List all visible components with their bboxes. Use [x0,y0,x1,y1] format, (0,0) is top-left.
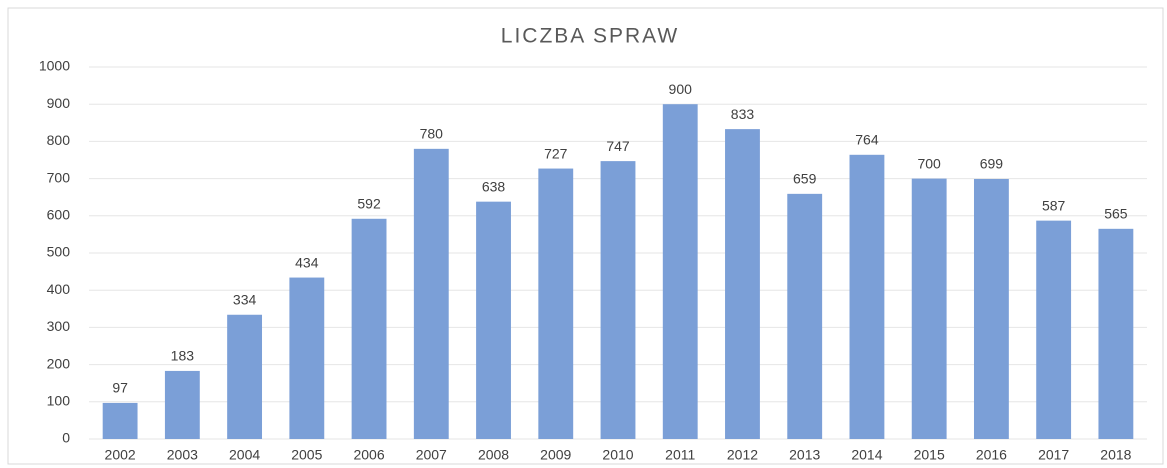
x-tick-label: 2011 [665,447,695,463]
data-label: 780 [420,126,444,142]
data-label: 747 [606,138,630,154]
bar [227,314,263,439]
bar [662,104,698,439]
y-tick-label: 100 [47,393,71,409]
bar [102,402,138,439]
y-tick-label: 500 [47,244,71,260]
data-label: 699 [980,156,1004,172]
bar [973,178,1009,440]
x-tick-label: 2006 [353,447,384,463]
bar [164,370,200,439]
x-tick-label: 2002 [105,447,136,463]
x-tick-label: 2007 [416,447,447,463]
x-tick-label: 2009 [540,447,571,463]
bar [1036,220,1072,439]
data-label: 565 [1104,206,1128,222]
chart-border [7,7,1164,465]
x-tick-label: 2008 [478,447,509,463]
x-tick-label: 2010 [602,447,633,463]
bar [725,129,760,439]
y-tick-label: 400 [47,281,71,297]
bar [538,168,574,439]
bar [351,218,387,439]
x-tick-label: 2004 [229,447,260,463]
x-tick-label: 2005 [291,447,322,463]
bar [600,161,636,439]
y-tick-label: 700 [47,169,71,185]
bar [787,193,823,439]
data-label: 764 [855,131,879,147]
data-label: 659 [793,171,817,187]
data-label: 833 [731,106,755,122]
x-tick-label: 2016 [976,447,1007,463]
y-tick-label: 800 [47,132,71,148]
x-tick-label: 2018 [1100,447,1131,463]
bar [849,154,885,440]
x-tick-label: 2015 [914,447,945,463]
y-tick-label: 1000 [39,58,70,74]
data-label: 700 [917,155,941,171]
y-tick-label: 0 [62,430,70,446]
data-label: 334 [233,291,257,307]
data-label: 638 [482,178,506,194]
bar [911,178,947,439]
y-tick-label: 900 [47,95,71,111]
x-tick-label: 2013 [789,447,820,463]
chart-title: LICZBA SPRAW [501,25,679,48]
data-label: 587 [1042,197,1066,213]
data-label: 900 [669,81,693,97]
x-tick-label: 2003 [167,447,198,463]
bar [413,148,449,439]
bar [289,277,325,439]
x-tick-label: 2017 [1038,447,1069,463]
x-tick-label: 2012 [727,447,758,463]
y-tick-label: 300 [47,318,71,334]
data-label: 97 [112,380,128,396]
bar [476,201,511,439]
bar [1098,228,1134,439]
x-tick-label: 2014 [851,447,882,463]
data-label: 727 [544,145,568,161]
data-label: 592 [357,195,381,211]
y-tick-label: 600 [47,207,71,223]
data-label: 434 [295,254,319,270]
data-label: 183 [171,348,195,364]
y-tick-label: 200 [47,355,71,371]
